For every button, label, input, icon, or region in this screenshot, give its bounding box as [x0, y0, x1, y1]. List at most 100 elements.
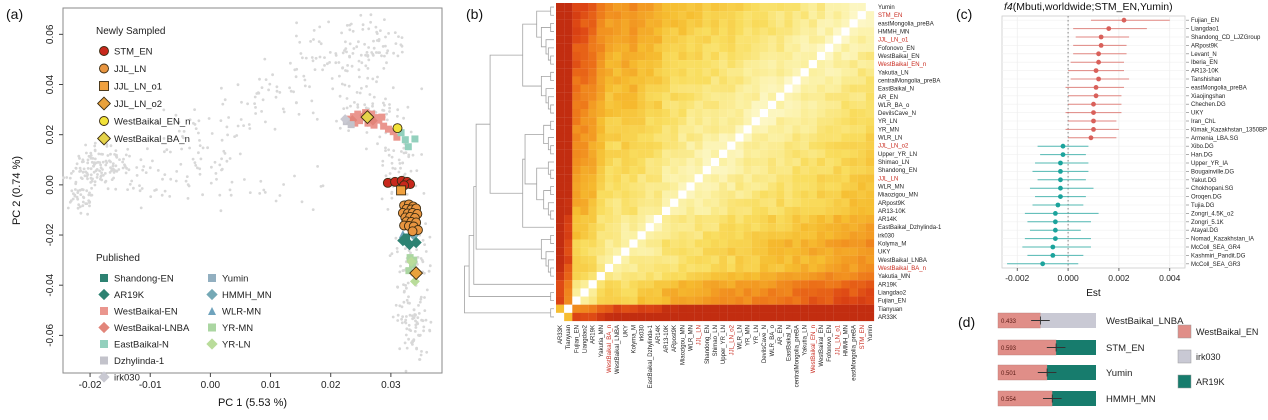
heatmap-cell: [686, 149, 695, 159]
legend-marker-JJL_LN_o1: [99, 81, 109, 91]
heatmap-cell: [759, 296, 769, 305]
background-point: [274, 199, 278, 203]
background-point: [374, 51, 378, 54]
background-point: [419, 353, 423, 357]
heatmap-cell: [776, 223, 785, 232]
pca-series-EastBaikal-N: [397, 129, 419, 151]
background-point: [388, 172, 392, 175]
heatmap-cell: [841, 149, 850, 159]
heatmap-cell: [653, 3, 663, 12]
heatmap-cell: [776, 206, 785, 216]
heatmap-cell: [694, 190, 703, 199]
background-point: [214, 172, 218, 175]
heatmap-cell: [588, 125, 597, 134]
heatmap-cell: [735, 35, 744, 44]
background-point: [77, 154, 81, 158]
background-point: [223, 98, 227, 102]
background-point: [355, 45, 359, 49]
heatmap-cell: [645, 231, 654, 240]
heatmap-cell: [768, 280, 777, 289]
heatmap-cell: [857, 223, 866, 232]
heatmap-cell: [702, 223, 712, 232]
background-point: [392, 51, 395, 55]
dendrogram-branch: [550, 308, 554, 318]
heatmap-cell: [613, 43, 622, 53]
heatmap-cell: [857, 247, 866, 256]
heatmap-cell: [825, 109, 834, 118]
heatmap-cell: [670, 92, 679, 101]
legend-marker-WLR-MN: [208, 307, 216, 315]
heatmap-cell: [604, 133, 614, 142]
heatmap-cell: [662, 60, 671, 69]
heatmap-cell: [572, 84, 581, 93]
heatmap-cell: [825, 255, 834, 265]
background-point: [289, 89, 293, 93]
heatmap-cell: [710, 296, 720, 305]
heatmap-cell: [808, 76, 818, 85]
background-point: [345, 24, 349, 27]
background-point: [423, 309, 427, 312]
heatmap-cell: [841, 255, 850, 265]
heatmap-col-label: UKY: [623, 325, 629, 337]
background-point: [390, 155, 394, 159]
heatmap-cell: [719, 60, 728, 69]
heatmap-cell: [694, 125, 703, 134]
heatmap-cell: [564, 51, 573, 61]
heatmap-cell: [653, 166, 663, 175]
heatmap-cell: [580, 117, 589, 126]
heatmap-cell: [604, 231, 614, 240]
heatmap-cell: [572, 35, 581, 44]
background-point: [82, 167, 86, 171]
background-point: [409, 130, 413, 134]
background-point: [259, 179, 263, 183]
heatmap-cell: [702, 125, 712, 134]
heatmap-cell: [702, 27, 712, 36]
background-point: [414, 319, 417, 323]
background-point: [345, 97, 349, 100]
heatmap-cell: [825, 280, 834, 289]
heatmap-cell: [743, 109, 752, 118]
heatmap-row-label: WestBaikal_LNBA: [878, 258, 927, 264]
background-point: [378, 51, 381, 54]
background-point: [86, 212, 89, 216]
background-point: [404, 151, 408, 155]
population-label: McColl_SEA_GR3: [1191, 262, 1241, 268]
background-point: [124, 171, 128, 175]
background-point: [242, 124, 246, 127]
background-point: [293, 68, 297, 72]
background-point: [229, 193, 233, 197]
background-point: [355, 91, 359, 94]
heatmap-cell: [629, 190, 638, 199]
heatmap-cell: [686, 76, 695, 85]
heatmap-cell: [865, 272, 875, 281]
heatmap-cell: [686, 100, 695, 110]
background-point: [356, 105, 360, 109]
x-tick-label: 0.002: [1108, 273, 1130, 283]
pca-point-WestBaikal-EN: [389, 128, 397, 136]
heatmap-cell: [621, 43, 630, 53]
heatmap-cell: [588, 255, 597, 265]
heatmap-cell: [637, 51, 646, 61]
heatmap-cell: [743, 92, 752, 101]
heatmap-cell: [743, 247, 752, 256]
heatmap-cell: [621, 84, 630, 93]
bar-target-label: HMMH_MN: [1106, 394, 1156, 405]
heatmap-row-label: EastBaikal_N: [878, 87, 914, 93]
heatmap-cell: [580, 272, 589, 281]
heatmap-cell: [621, 190, 630, 199]
background-point: [407, 337, 410, 341]
heatmap-cell: [865, 92, 875, 101]
heatmap-col-label: centralMongolia_preBA: [795, 325, 801, 387]
heatmap-cell: [727, 60, 736, 69]
heatmap-cell: [719, 68, 728, 77]
heatmap-cell: [849, 255, 858, 265]
heatmap-cell: [686, 109, 695, 118]
heatmap-cell: [735, 51, 744, 61]
heatmap-cell: [865, 206, 875, 216]
heatmap-cell: [710, 312, 720, 322]
heatmap-cell: [572, 43, 581, 53]
heatmap-cell: [857, 141, 866, 150]
heatmap-cell: [825, 125, 834, 134]
heatmap-cell: [710, 263, 720, 273]
heatmap-cell: [694, 43, 703, 53]
